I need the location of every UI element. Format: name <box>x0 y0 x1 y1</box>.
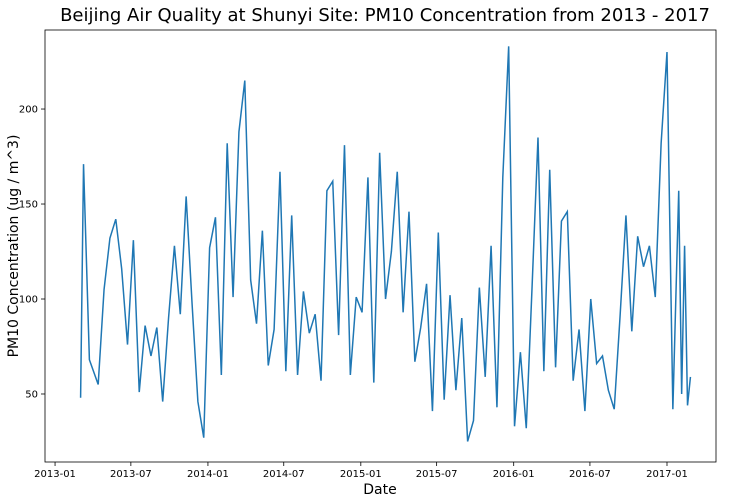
x-tick-label: 2013-01 <box>34 469 76 480</box>
y-tick-label: 100 <box>19 295 38 306</box>
x-tick-label: 2014-01 <box>187 469 229 480</box>
x-tick-label: 2013-07 <box>110 469 152 480</box>
x-tick-label: 2016-07 <box>569 469 611 480</box>
y-tick-label: 50 <box>25 389 38 400</box>
plot-frame <box>44 29 717 463</box>
y-tick-label: 200 <box>19 105 38 116</box>
chart-title: Beijing Air Quality at Shunyi Site: PM10… <box>60 5 710 26</box>
x-tick-label: 2015-07 <box>416 469 458 480</box>
data-line <box>79 46 692 442</box>
x-axis-label: Date <box>363 482 396 498</box>
x-tick-label: 2017-01 <box>646 469 688 480</box>
x-tick-label: 2015-01 <box>340 469 382 480</box>
x-tick-label: 2014-07 <box>263 469 305 480</box>
y-axis-label: PM10 Concentration (ug / m^3) <box>6 135 22 358</box>
y-tick-label: 150 <box>19 200 38 211</box>
x-tick-label: 2016-01 <box>493 469 535 480</box>
